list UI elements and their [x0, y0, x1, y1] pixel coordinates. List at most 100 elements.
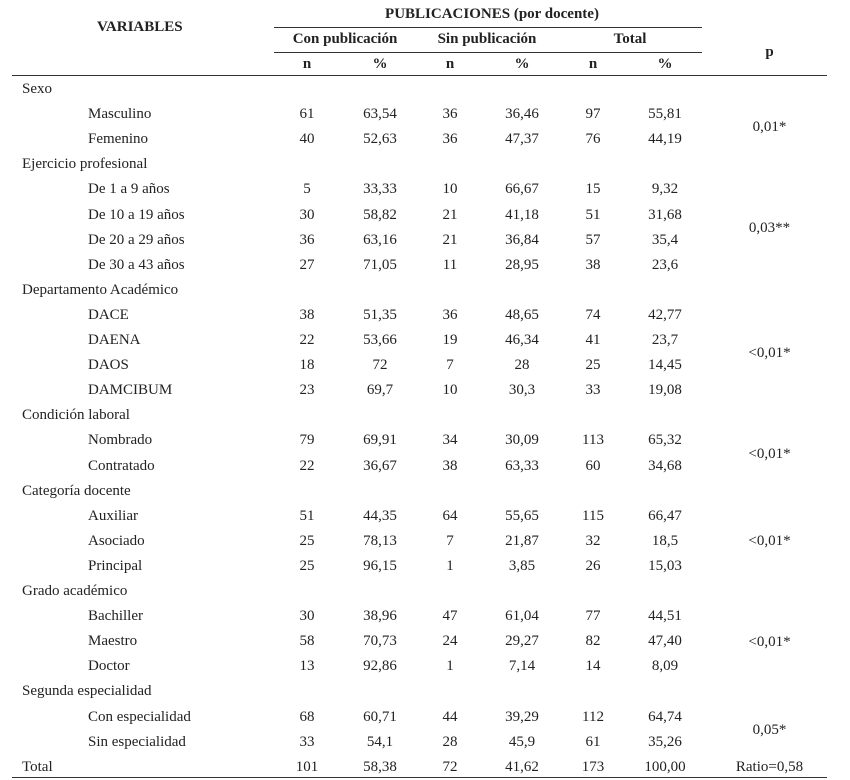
count-cell: 19 [442, 332, 458, 348]
count-cell: 1 [446, 557, 454, 574]
header-bottom-rule [12, 75, 827, 76]
count-cell: 64 [442, 507, 458, 524]
row-label: De 1 a 9 años [88, 181, 170, 198]
count-cell: 173 [581, 758, 605, 775]
percent-cell: 28 [514, 357, 530, 374]
table-row: DACE 38 51,35 36 48,65 74 42,77 [12, 303, 827, 328]
percent-cell: 53,66 [363, 332, 397, 348]
percent-cell: 63,16 [363, 231, 397, 248]
count-cell: 22 [299, 457, 315, 474]
row-label: Con especialidad [88, 708, 191, 725]
table-row: Maestro 58 70,73 24 29,27 82 47,40 [12, 629, 827, 654]
percent-cell: 58,38 [363, 758, 397, 775]
count-cell: 61 [585, 733, 601, 750]
percent-cell: 69,91 [363, 432, 397, 449]
sub-header-n: n [588, 56, 598, 72]
percent-cell: 96,15 [363, 557, 397, 574]
percent-cell: 18,5 [651, 532, 679, 549]
count-cell: 60 [585, 457, 601, 474]
percent-cell: 55,65 [505, 507, 539, 524]
count-cell: 44 [442, 708, 458, 725]
row-label: Principal [88, 557, 143, 574]
count-cell: 38 [442, 457, 458, 474]
table-row: Doctor 13 92,86 1 7,14 14 8,09 [12, 654, 827, 679]
percent-cell: 9,32 [651, 181, 679, 198]
category-row: Ejercicio profesional [12, 152, 827, 177]
percent-cell: 42,77 [648, 306, 682, 323]
row-label: Femenino [88, 131, 148, 148]
count-cell: 68 [299, 708, 315, 725]
row-label: Asociado [88, 532, 145, 549]
percent-cell: 72 [372, 357, 388, 374]
percent-cell: 3,85 [508, 557, 536, 574]
row-label: DAMCIBUM [88, 382, 173, 399]
percent-cell: 36,84 [505, 231, 539, 248]
row-label: DAOS [88, 357, 129, 374]
category-label: Sexo [22, 81, 52, 97]
sub-header-pct: % [514, 56, 530, 72]
table-row: Contratado 22 36,67 38 63,33 60 34,68 [12, 454, 827, 479]
count-cell: 7 [446, 532, 454, 549]
p-value: <0,01* [748, 445, 791, 462]
sub-header-pct: % [372, 56, 388, 72]
count-cell: 21 [442, 231, 458, 248]
row-label: De 30 a 43 años [88, 256, 185, 273]
percent-cell: 8,09 [651, 658, 679, 675]
percent-cell: 15,03 [648, 557, 682, 574]
percent-cell: 65,32 [648, 432, 682, 449]
count-cell: 36 [442, 306, 458, 323]
percent-cell: 45,9 [508, 733, 536, 750]
percent-cell: 7,14 [508, 658, 536, 675]
variables-header: VARIABLES [97, 19, 183, 35]
count-cell: 41 [585, 332, 601, 348]
count-cell: 27 [299, 256, 315, 273]
percent-cell: 47,37 [505, 131, 539, 148]
percent-cell: 23,6 [651, 256, 679, 273]
row-label: De 10 a 19 años [88, 206, 185, 223]
table-row: Masculino 61 63,54 36 36,46 97 55,81 [12, 102, 827, 127]
count-cell: 32 [585, 532, 601, 549]
row-label: Doctor [88, 658, 130, 675]
count-cell: 77 [585, 608, 601, 625]
percent-cell: 23,7 [651, 332, 679, 348]
category-label: Ejercicio profesional [22, 156, 148, 173]
table-row: Femenino 40 52,63 36 47,37 76 44,19 [12, 127, 827, 152]
sin-publicacion-header: Sin publicación [437, 31, 537, 47]
table-row: Con especialidad 68 60,71 44 39,29 112 64,74 [12, 705, 827, 730]
count-cell: 61 [299, 106, 315, 123]
count-cell: 1 [446, 658, 454, 675]
count-cell: 25 [585, 357, 601, 374]
category-label: Categoría docente [22, 482, 131, 499]
count-cell: 112 [582, 708, 604, 725]
row-label: Sin especialidad [88, 733, 186, 750]
count-cell: 10 [442, 382, 458, 399]
p-value: 0,05* [752, 721, 787, 738]
category-label: Departamento Académico [22, 281, 179, 298]
percent-cell: 64,74 [648, 708, 682, 725]
category-row: Condición laboral [12, 403, 827, 428]
con-publicacion-header: Con publicación [292, 31, 398, 47]
row-label: De 20 a 29 años [88, 231, 185, 248]
category-label: Segunda especialidad [22, 683, 152, 700]
percent-cell: 71,05 [363, 256, 397, 273]
count-cell: 36 [442, 106, 458, 123]
percent-cell: 58,82 [363, 206, 397, 223]
percent-cell: 100,00 [644, 758, 686, 775]
p-value: <0,01* [748, 533, 791, 550]
sub-header-rule [274, 52, 702, 53]
count-cell: 72 [442, 758, 458, 775]
percent-cell: 44,51 [648, 608, 682, 625]
percent-cell: 31,68 [648, 206, 682, 223]
count-cell: 7 [446, 357, 454, 374]
count-cell: 21 [442, 206, 458, 223]
count-cell: 30 [299, 608, 315, 625]
table-row: De 20 a 29 años 36 63,16 21 36,84 57 35,4 [12, 228, 827, 253]
count-cell: 51 [299, 507, 315, 524]
total-header: Total [613, 31, 647, 47]
count-cell: 34 [442, 432, 458, 449]
count-cell: 30 [299, 206, 315, 223]
percent-cell: 51,35 [363, 306, 397, 323]
category-row: Departamento Académico [12, 278, 827, 303]
count-cell: 33 [585, 382, 601, 399]
row-label: Maestro [88, 633, 138, 650]
